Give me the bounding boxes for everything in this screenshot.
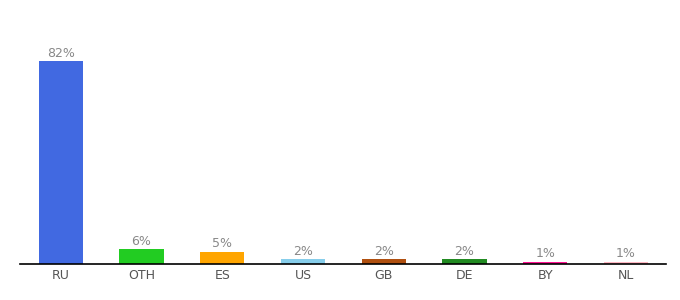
Text: 82%: 82%: [47, 46, 75, 59]
Text: 2%: 2%: [293, 245, 313, 258]
Text: 2%: 2%: [455, 245, 475, 258]
Bar: [362, 259, 406, 264]
Text: 5%: 5%: [212, 237, 233, 250]
Text: 6%: 6%: [132, 235, 152, 248]
Bar: [200, 252, 245, 264]
Text: 1%: 1%: [535, 247, 555, 260]
Text: 1%: 1%: [616, 247, 636, 260]
Bar: [604, 262, 648, 264]
Text: 2%: 2%: [374, 245, 394, 258]
Bar: [442, 259, 487, 264]
Bar: [39, 61, 83, 264]
Bar: [523, 262, 568, 264]
Bar: [119, 249, 164, 264]
Bar: [281, 259, 325, 264]
